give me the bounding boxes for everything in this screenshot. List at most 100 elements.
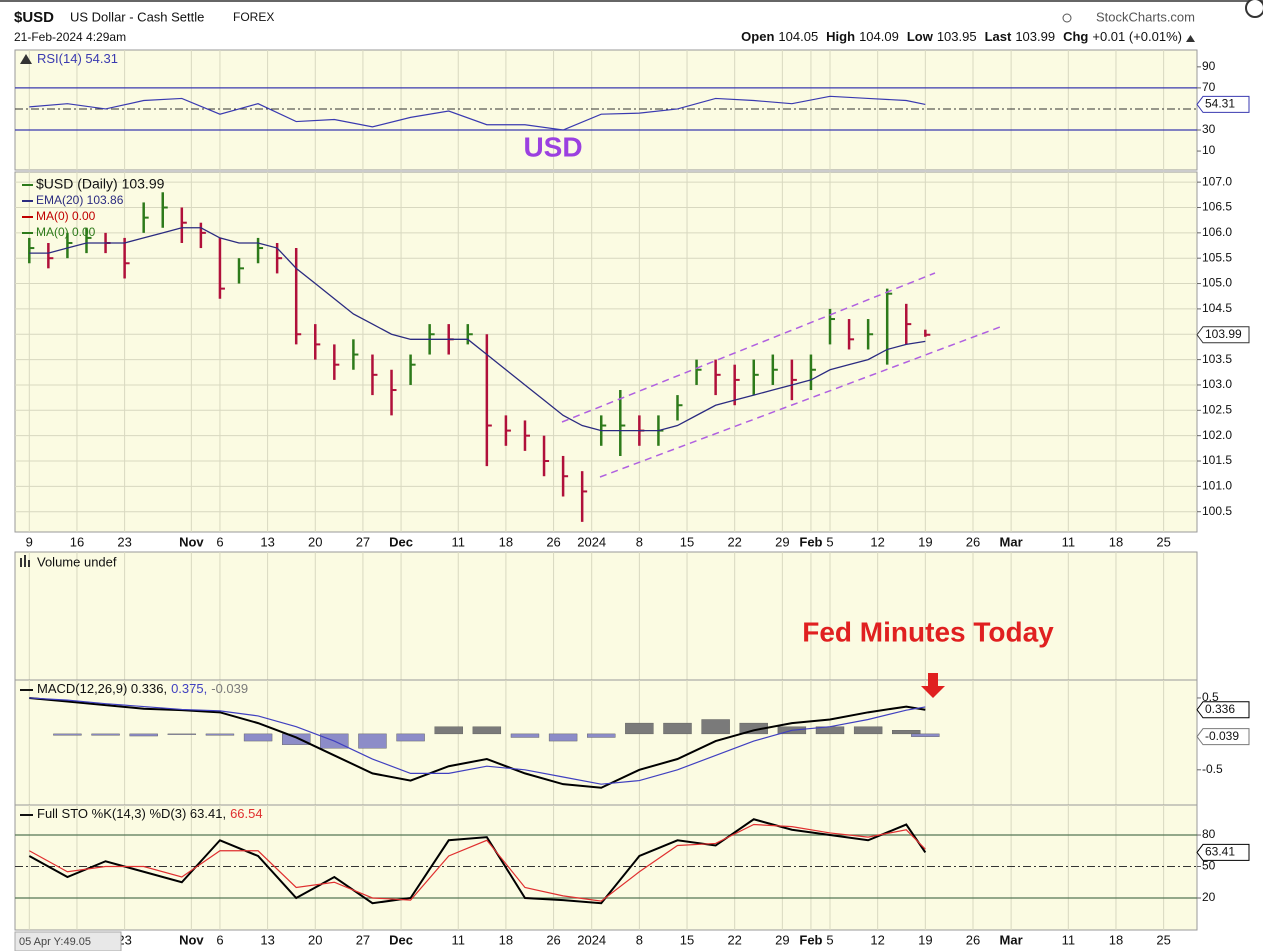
quote-value: 103.95: [937, 29, 977, 44]
x-tick-label: 16: [70, 534, 84, 549]
x-tick-label: Feb: [799, 932, 822, 947]
x-tick-label: 6: [216, 932, 223, 947]
x-tick-label: 19: [918, 534, 932, 549]
x-tick-label: 29: [775, 932, 789, 947]
x-tick-label: Mar: [1000, 932, 1023, 947]
x-tick-label: Feb: [799, 534, 822, 549]
x-tick-label: 27: [356, 534, 370, 549]
value-tag: [1196, 95, 1250, 113]
x-tick-label: 18: [499, 932, 513, 947]
line: [29, 95, 926, 131]
legend-entry: MACD(12,26,9) 0.336,: [37, 681, 167, 696]
legend-entry: RSI(14) 54.31: [37, 51, 118, 66]
histogram-bar: [625, 722, 654, 735]
legend-entry: 66.54: [230, 806, 263, 821]
x-tick-label: 26: [546, 932, 560, 947]
corner-info: 05 Apr Y:49.05: [19, 936, 91, 948]
x-tick-label: 29: [775, 534, 789, 549]
y-tick-label: 106.0: [1202, 225, 1232, 239]
legend-entry: 0.375,: [171, 681, 207, 696]
symbol: $USD: [14, 9, 54, 26]
legend: Full STO %K(14,3) %D(3) 63.41, 66.54: [37, 806, 263, 821]
legend-entry: MA(0) 0.00: [36, 225, 96, 239]
x-tick-label: 27: [356, 932, 370, 947]
value-tag: [1196, 701, 1250, 719]
histogram-bar: [510, 733, 540, 738]
x-tick-label: 26: [966, 932, 980, 947]
quote-value: +0.01 (+0.01%): [1092, 29, 1182, 44]
y-tick-label: 103.0: [1202, 377, 1232, 391]
corner-box: [14, 931, 122, 951]
x-tick-label: 15: [680, 534, 694, 549]
histogram-bar: [91, 733, 120, 736]
panel-background: [14, 804, 1198, 931]
panel-background: [14, 49, 1198, 171]
y-tick-label: 107.0: [1202, 174, 1232, 188]
y-tick-label: 70: [1202, 80, 1216, 94]
y-tick-label: 104.5: [1202, 301, 1232, 315]
quote: Open 104.05 High 104.09 Low 103.95 Last 103.99 C…: [741, 29, 1182, 44]
y-tick-label: 80: [1202, 827, 1216, 841]
x-tick-label: 23: [117, 534, 131, 549]
close-icon[interactable]: [1245, 0, 1263, 18]
y-tick-label: 106.5: [1202, 200, 1232, 214]
histogram-bar: [205, 733, 235, 736]
legend-icon: [24, 555, 26, 567]
x-tick-label: Nov: [179, 932, 204, 947]
x-tick-label: 12: [870, 534, 884, 549]
panel-title: Volume undef: [37, 554, 117, 569]
quote-label: Low: [907, 29, 934, 44]
value-tag-label: -0.039: [1205, 729, 1239, 743]
panel-background: [14, 171, 1198, 533]
value-tag: [1196, 326, 1250, 344]
x-tick-label: 18: [1109, 932, 1123, 947]
histogram-bar: [663, 722, 692, 735]
value-tag: [1196, 843, 1250, 861]
quote-value: 104.05: [778, 29, 818, 44]
x-tick-label: 8: [636, 534, 643, 549]
x-tick-label: 22: [727, 932, 741, 947]
line: [29, 696, 926, 789]
x-tick-label: 20: [308, 534, 322, 549]
x-tick-label: 26: [966, 534, 980, 549]
value-tag-label: 103.99: [1205, 327, 1242, 341]
y-tick-label: 105.5: [1202, 250, 1232, 264]
x-tick-label: 13: [260, 534, 274, 549]
quote-label: High: [826, 29, 855, 44]
panels: 90 70 30 10 107.0 106.5 106.0 105.5 105.0 104.5 10…: [14, 49, 1250, 947]
quote-label: Last: [985, 29, 1012, 44]
legend-entry: Full STO %K(14,3) %D(3) 63.41,: [37, 806, 226, 821]
histogram-bar: [548, 733, 578, 742]
x-tick-label: 2024: [577, 534, 606, 549]
legend-entry: MA(0) 0.00: [36, 209, 96, 223]
legend-icon: [20, 54, 32, 64]
x-tick-label: 19: [918, 932, 932, 947]
value-tag: [1196, 728, 1250, 746]
value-tag-label: 54.31: [1205, 97, 1235, 111]
line: [29, 227, 926, 432]
value-tag-label: 63.41: [1205, 845, 1235, 859]
histogram-bar: [911, 733, 940, 737]
histogram-bar: [282, 733, 311, 745]
security-name: US Dollar - Cash Settle: [70, 9, 204, 24]
y-tick-label: 102.0: [1202, 428, 1232, 442]
y-tick-label: 101.0: [1202, 479, 1232, 493]
source-logo: [1062, 13, 1072, 23]
y-tick-label: 102.5: [1202, 402, 1232, 416]
quote-label: Open: [741, 29, 774, 44]
change-arrow: [1186, 35, 1195, 42]
histogram-bar: [129, 733, 158, 737]
legend-icon: [20, 558, 22, 567]
x-tick-label: 12: [870, 932, 884, 947]
legend-entry: EMA(20) 103.86: [36, 193, 124, 207]
x-tick-label: 15: [680, 932, 694, 947]
histogram-bar: [434, 726, 463, 735]
x-tick-label: Mar: [1000, 534, 1023, 549]
x-tick-label: Dec: [389, 932, 413, 947]
histogram-bar: [472, 726, 502, 735]
quote-value: 104.09: [859, 29, 899, 44]
quote-label: Chg: [1063, 29, 1088, 44]
x-tick-label: Nov: [179, 534, 204, 549]
x-tick-label: 22: [727, 534, 741, 549]
